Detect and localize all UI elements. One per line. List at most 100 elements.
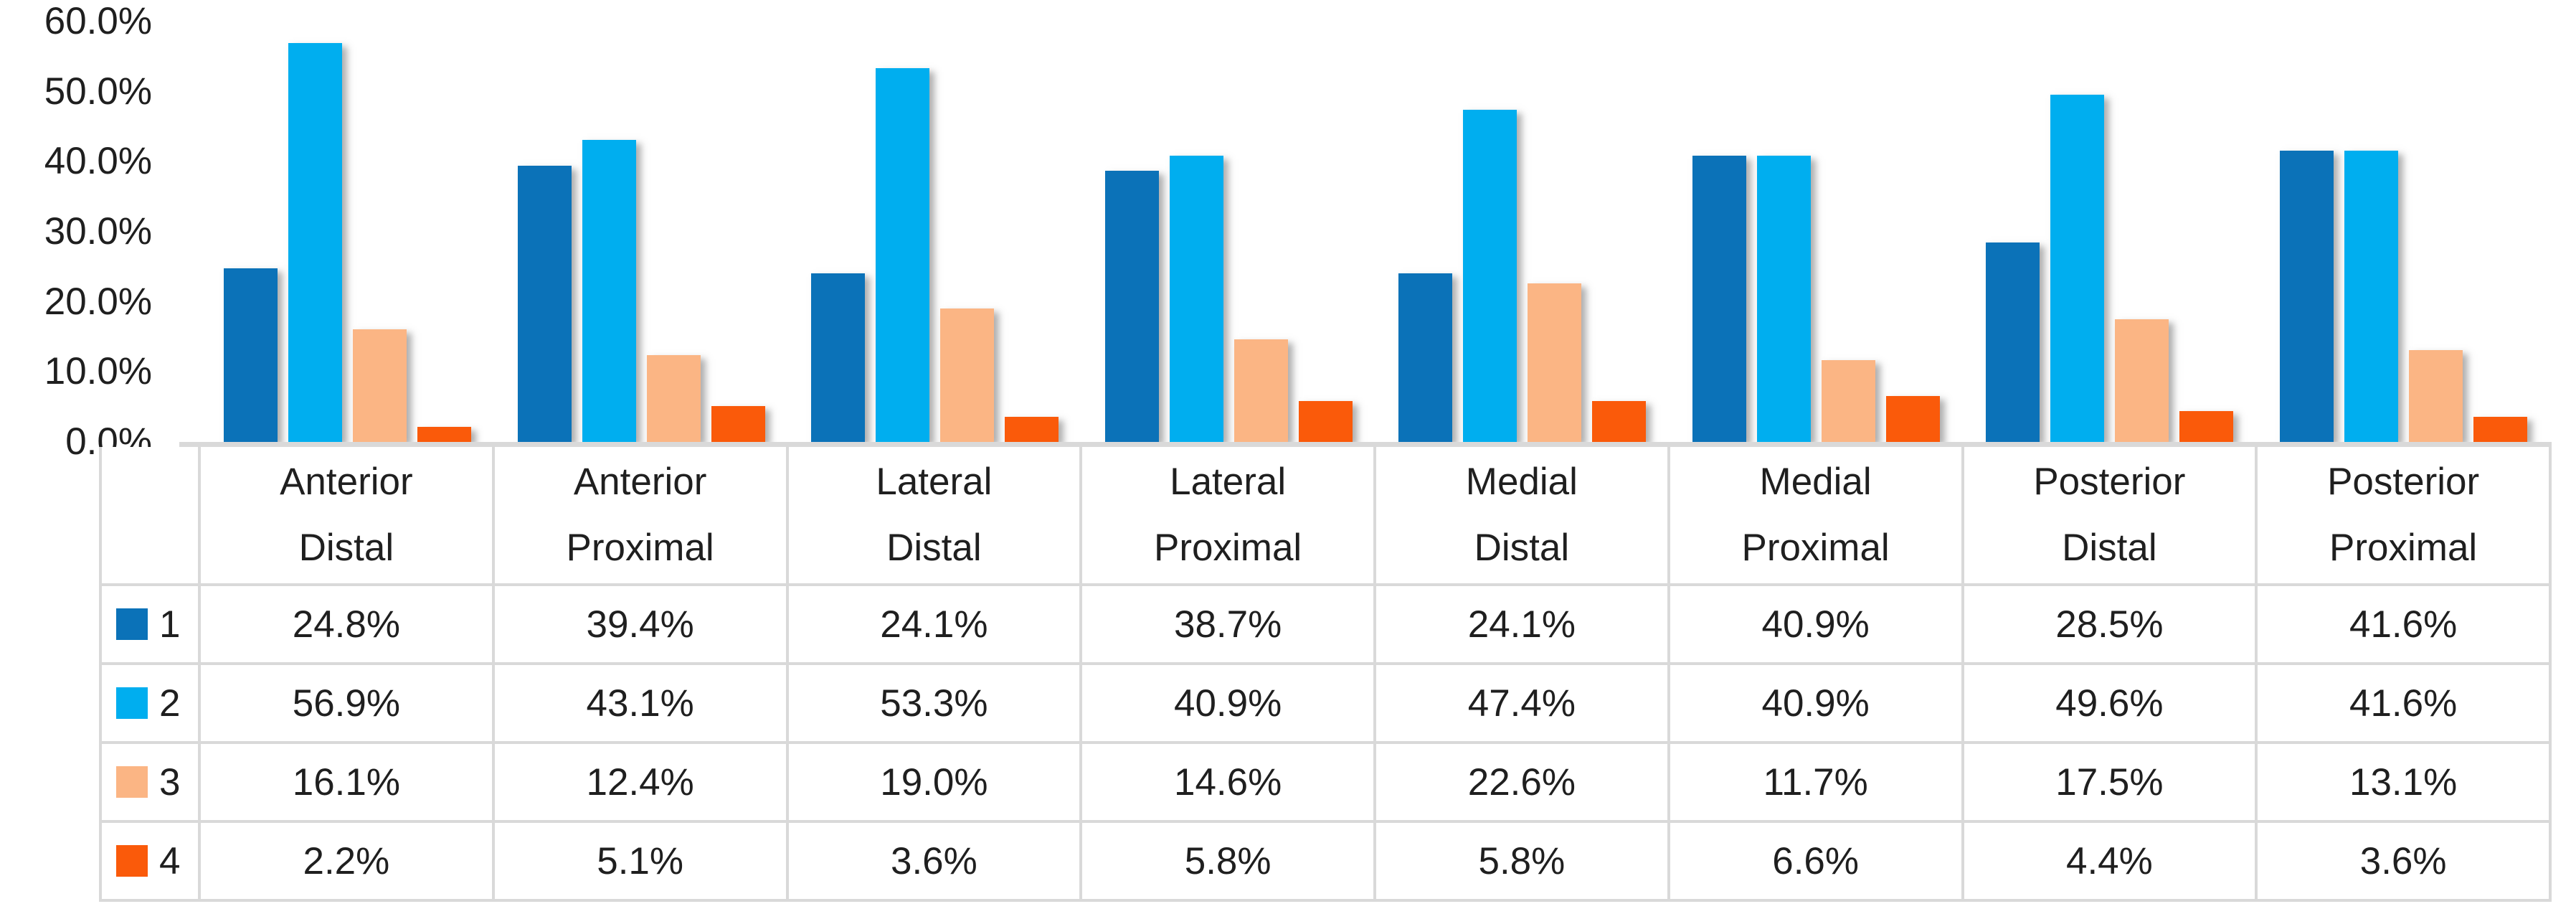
bar-series-4-medial-distal (1592, 401, 1647, 442)
legend-swatch-icon (116, 766, 148, 798)
bar-series-2-medial-distal (1463, 110, 1517, 442)
value-cell-series-2-anterior-proximal: 43.1% (494, 665, 786, 741)
bar-series-2-posterior-distal (2050, 95, 2105, 442)
value-cell-series-2-lateral-distal: 53.3% (788, 665, 1080, 741)
bar-series-4-anterior-proximal (711, 406, 765, 442)
bar-series-3-posterior-distal (2115, 319, 2169, 442)
y-tick-label: 10.0% (44, 350, 152, 392)
bar-group-posterior-distal (1963, 0, 2257, 442)
legend-cell-series-1: 1 (102, 586, 198, 662)
value-cell-series-3-lateral-distal: 19.0% (788, 744, 1080, 820)
y-tick-label: 60.0% (44, 0, 152, 42)
category-header-anterior-proximal: Anterior Proximal (494, 447, 786, 583)
category-header-anterior-distal: Anterior Distal (201, 447, 492, 583)
y-axis: 60.0% 50.0% 40.0% 30.0% 20.0% 10.0% 0.0% (0, 0, 158, 474)
value-cell-series-3-medial-proximal: 11.7% (1670, 744, 1961, 820)
series-label: 3 (159, 760, 181, 804)
category-header-line: Lateral (1170, 461, 1287, 503)
bar-series-1-anterior-proximal (517, 166, 572, 442)
legend-cell-series-2: 2 (102, 665, 198, 741)
value-cell-series-4-anterior-distal: 2.2% (201, 823, 492, 899)
bar-group-medial-proximal (1670, 0, 1964, 442)
bar-series-4-posterior-distal (2179, 411, 2234, 442)
series-label: 2 (159, 682, 181, 725)
category-header-line: Proximal (1741, 527, 1890, 569)
bar-series-1-anterior-distal (224, 268, 278, 442)
bar-series-3-lateral-proximal (1233, 339, 1288, 442)
bar-series-1-posterior-distal (1986, 242, 2040, 442)
bar-series-1-medial-distal (1398, 273, 1453, 442)
category-header-lateral-proximal: Lateral Proximal (1082, 447, 1373, 583)
value-cell-series-1-medial-distal: 24.1% (1376, 586, 1667, 662)
value-cell-series-1-lateral-distal: 24.1% (788, 586, 1080, 662)
bar-series-1-lateral-proximal (1104, 171, 1159, 442)
bar-series-2-medial-proximal (1756, 156, 1811, 442)
value-cell-series-2-posterior-proximal: 41.6% (2258, 665, 2549, 741)
bar-series-4-anterior-distal (417, 427, 472, 442)
bar-series-4-lateral-proximal (1298, 401, 1353, 442)
bar-series-3-anterior-distal (353, 329, 407, 442)
category-header-line: Anterior (280, 461, 413, 503)
table-corner-cell (102, 447, 198, 583)
bar-series-3-medial-proximal (1821, 360, 1875, 442)
value-cell-series-1-posterior-distal: 28.5% (1964, 586, 2255, 662)
bar-series-3-medial-distal (1528, 283, 1582, 442)
category-header-lateral-distal: Lateral Distal (788, 447, 1080, 583)
category-header-line: Posterior (2033, 461, 2186, 503)
value-cell-series-4-lateral-proximal: 5.8% (1082, 823, 1373, 899)
category-header-line: Lateral (876, 461, 993, 503)
value-cell-series-4-posterior-distal: 4.4% (1964, 823, 2255, 899)
value-cell-series-4-lateral-distal: 3.6% (788, 823, 1080, 899)
category-header-line: Medial (1465, 461, 1578, 503)
bar-series-4-posterior-proximal (2473, 417, 2527, 442)
category-header-line: Proximal (1154, 527, 1302, 569)
value-cell-series-3-posterior-distal: 17.5% (1964, 744, 2255, 820)
category-header-line: Distal (298, 527, 394, 569)
data-table: Anterior Distal Anterior Proximal Lateral Dis… (99, 447, 2552, 902)
category-header-line: Distal (886, 527, 982, 569)
value-cell-series-2-medial-distal: 47.4% (1376, 665, 1667, 741)
bar-series-3-posterior-proximal (2408, 350, 2463, 442)
value-cell-series-3-lateral-proximal: 14.6% (1082, 744, 1373, 820)
category-header-line: Medial (1759, 461, 1872, 503)
bar-group-lateral-proximal (1082, 0, 1376, 442)
bar-series-2-lateral-proximal (1169, 156, 1223, 442)
value-cell-series-1-anterior-distal: 24.8% (201, 586, 492, 662)
y-tick-label: 50.0% (44, 70, 152, 113)
series-label: 1 (159, 603, 181, 646)
bar-group-medial-distal (1375, 0, 1670, 442)
bar-series-1-medial-proximal (1692, 156, 1746, 442)
value-cell-series-3-anterior-proximal: 12.4% (494, 744, 786, 820)
y-tick-label: 40.0% (44, 140, 152, 182)
bar-series-2-lateral-distal (876, 68, 930, 442)
value-cell-series-2-posterior-distal: 49.6% (1964, 665, 2255, 741)
value-cell-series-4-anterior-proximal: 5.1% (494, 823, 786, 899)
bar-series-3-anterior-proximal (646, 355, 701, 442)
category-header-medial-proximal: Medial Proximal (1670, 447, 1961, 583)
y-tick-label: 30.0% (44, 210, 152, 253)
category-header-medial-distal: Medial Distal (1376, 447, 1667, 583)
category-header-line: Distal (1474, 527, 1570, 569)
y-tick-label: 20.0% (44, 281, 152, 323)
category-header-posterior-distal: Posterior Distal (1964, 447, 2255, 583)
category-header-line: Posterior (2327, 461, 2480, 503)
legend-swatch-icon (116, 845, 148, 877)
bar-group-anterior-distal (201, 0, 495, 442)
category-header-line: Anterior (573, 461, 707, 503)
bar-series-1-lateral-distal (811, 273, 866, 442)
value-cell-series-2-anterior-distal: 56.9% (201, 665, 492, 741)
bar-series-2-posterior-proximal (2344, 151, 2398, 442)
legend-swatch-icon (116, 687, 148, 719)
value-cell-series-1-anterior-proximal: 39.4% (494, 586, 786, 662)
bar-series-2-anterior-distal (288, 43, 343, 442)
value-cell-series-2-lateral-proximal: 40.9% (1082, 665, 1373, 741)
value-cell-series-2-medial-proximal: 40.9% (1670, 665, 1961, 741)
category-header-line: Proximal (566, 527, 714, 569)
value-cell-series-3-posterior-proximal: 13.1% (2258, 744, 2549, 820)
bar-group-posterior-proximal (2257, 0, 2551, 442)
legend-swatch-icon (116, 608, 148, 640)
value-cell-series-1-lateral-proximal: 38.7% (1082, 586, 1373, 662)
value-cell-series-3-medial-distal: 22.6% (1376, 744, 1667, 820)
value-cell-series-4-medial-distal: 5.8% (1376, 823, 1667, 899)
